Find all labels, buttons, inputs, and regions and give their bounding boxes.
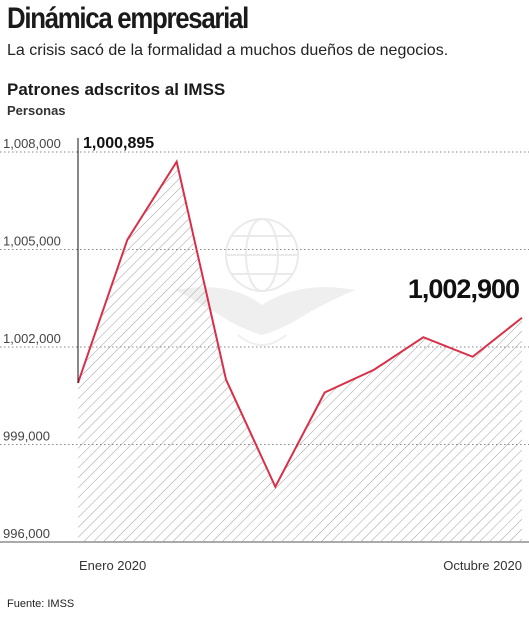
y-tick-label-0: 996,000 (3, 526, 50, 541)
y-axis-unit-label: Personas (7, 103, 66, 118)
line-area-chart: 996,000 999,000 1,002,000 1,005,000 1,008,00… (0, 135, 529, 573)
annotation-last-value: 1,002,900 (408, 274, 519, 304)
x-tick-label-end: Octubre 2020 (443, 558, 522, 573)
y-tick-label-4: 1,008,000 (3, 136, 61, 151)
headline: Dinámica empresarial (7, 2, 249, 35)
y-tick-label-1: 999,000 (3, 429, 50, 444)
annotation-first-value: 1,000,895 (83, 135, 154, 152)
y-tick-label-3: 1,005,000 (3, 234, 61, 249)
imss-eagle-logo-watermark (175, 218, 355, 346)
source-note: Fuente: IMSS (7, 598, 75, 610)
subheadline: La crisis sacó de la formalidad a muchos… (7, 42, 449, 59)
x-tick-label-start: Enero 2020 (79, 558, 146, 573)
y-tick-label-2: 1,002,000 (3, 331, 61, 346)
hatched-area-fill (78, 161, 522, 542)
series-line (77, 159, 523, 490)
chart-title: Patrones adscritos al IMSS (7, 80, 226, 99)
